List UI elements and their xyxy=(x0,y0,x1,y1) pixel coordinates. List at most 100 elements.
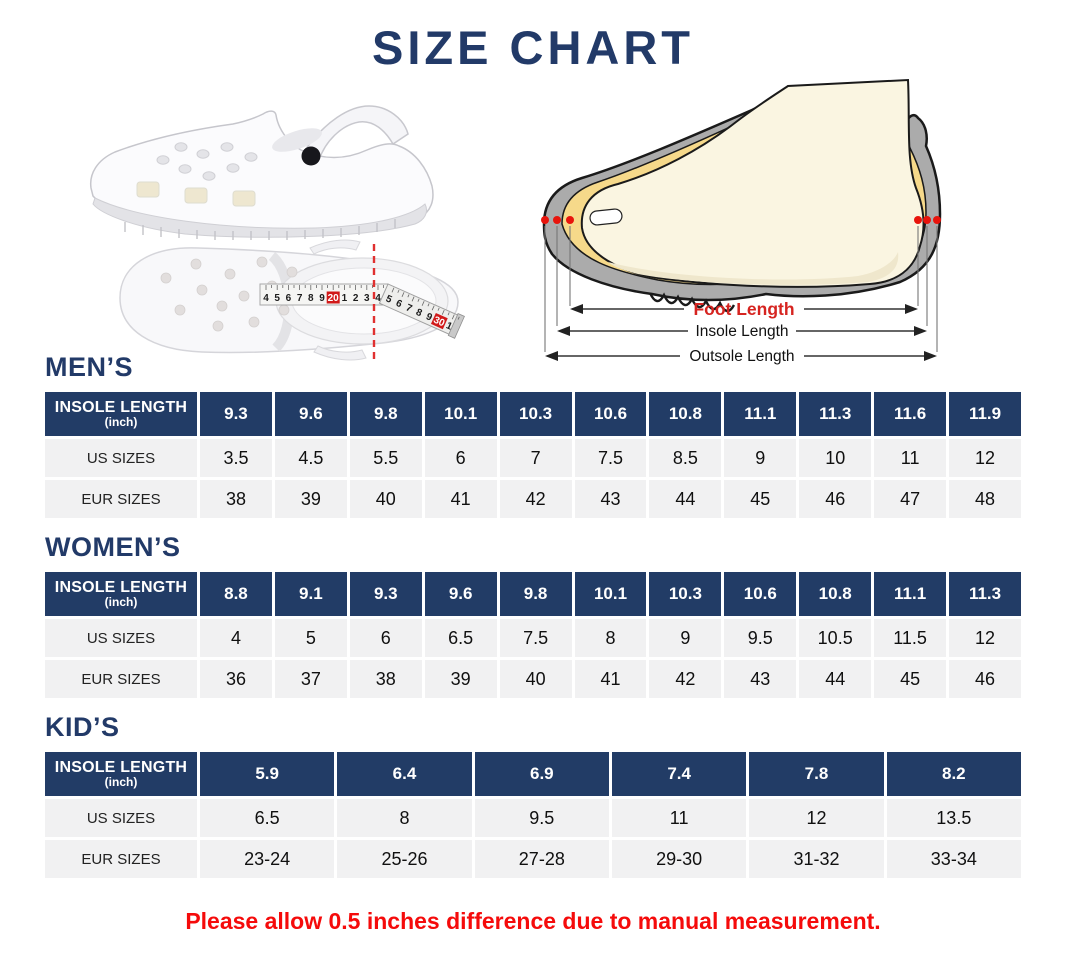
us-size-cell: 11 xyxy=(611,799,747,837)
eur-size-cell: 41 xyxy=(574,660,647,698)
tape-tick xyxy=(421,301,425,306)
eur-size-cell: 39 xyxy=(274,480,347,518)
insole-value-cell: 5.9 xyxy=(200,752,335,796)
us-size-cell: 9.5 xyxy=(474,799,609,837)
us-size-cell: 5 xyxy=(274,619,347,657)
eur-size-cell: 38 xyxy=(349,660,422,698)
mens-size-table: INSOLE LENGTH (inch) 9.3 9.6 9.8 10.1 10.3 10.6… xyxy=(42,389,1024,521)
eur-size-cell: 23-24 xyxy=(200,840,335,878)
insole-value-cell: 9.1 xyxy=(274,572,347,616)
insole-value-cell: 10.6 xyxy=(574,392,647,436)
us-size-cell: 9 xyxy=(649,619,722,657)
tape-number: 8 xyxy=(414,307,424,319)
us-size-cell: 7.5 xyxy=(574,439,647,477)
eur-sizes-row: EUR SIZES 38 39 40 41 42 43 44 45 46 47 48 xyxy=(45,480,1021,518)
us-size-cell: 9.5 xyxy=(724,619,797,657)
tape-number: 8 xyxy=(308,293,314,304)
header-label: INSOLE LENGTH xyxy=(54,579,188,596)
insole-value-cell: 9.6 xyxy=(274,392,347,436)
guide-lines xyxy=(544,226,938,352)
eur-size-cell: 31-32 xyxy=(749,840,884,878)
tape-number: 7 xyxy=(297,293,303,304)
us-size-cell: 13.5 xyxy=(886,799,1021,837)
page-title: SIZE CHART xyxy=(372,21,694,74)
sole-treads xyxy=(124,219,396,240)
eur-size-cell: 43 xyxy=(724,660,797,698)
us-size-cell: 4 xyxy=(200,619,272,657)
toenail xyxy=(589,208,623,226)
insole-value-cell: 11.1 xyxy=(724,392,797,436)
eur-size-cell: 38 xyxy=(200,480,272,518)
header-sub-label: (inch) xyxy=(104,775,138,789)
womens-size-table: INSOLE LENGTH (inch) 8.8 9.1 9.3 9.6 9.8 10.1 10… xyxy=(42,569,1024,701)
header-sub-label: (inch) xyxy=(104,595,138,609)
foot-sole-shading xyxy=(608,252,899,285)
insole-value-cell: 10.1 xyxy=(424,392,497,436)
eur-size-cell: 33-34 xyxy=(886,840,1021,878)
us-size-cell: 12 xyxy=(749,799,884,837)
kids-section-title: KID’S xyxy=(45,712,120,742)
womens-section: WOMEN’S INSOLE LENGTH (inch) 8.8 9.1 9.3 9.6 9… xyxy=(42,532,1024,701)
us-size-cell: 9 xyxy=(724,439,797,477)
tape-tick xyxy=(391,287,395,293)
eur-size-cell: 36 xyxy=(200,660,272,698)
insole-value-cell: 6.9 xyxy=(474,752,609,796)
mens-section: MEN’S INSOLE LENGTH (inch) 9.3 9.6 9.8 10.1 10… xyxy=(42,352,1024,521)
insole-length-label: Insole Length xyxy=(695,323,788,340)
tape-number: 30 xyxy=(432,315,447,330)
mens-section-title: MEN’S xyxy=(45,352,134,382)
insole-value-cell: 10.6 xyxy=(724,572,797,616)
tape-number: 9 xyxy=(424,311,434,323)
foot-length-label: Foot Length xyxy=(693,299,794,319)
collar-opening xyxy=(272,128,322,152)
insole-value-cell: 9.3 xyxy=(349,572,422,616)
eur-sizes-row: EUR SIZES 23-24 25-26 27-28 29-30 31-32 33-34 xyxy=(45,840,1021,878)
heel-strap-top-edge xyxy=(309,239,361,255)
kids-size-table: INSOLE LENGTH (inch) 5.9 6.4 6.9 7.4 7.8 8.2 US … xyxy=(42,749,1024,881)
eur-size-cell: 43 xyxy=(574,480,647,518)
strap-rivet xyxy=(301,146,321,166)
eur-size-cell: 40 xyxy=(349,480,422,518)
tape-tick xyxy=(451,314,455,320)
insole-length-header-cell: INSOLE LENGTH (inch) xyxy=(45,752,197,796)
eur-size-cell: 27-28 xyxy=(474,840,609,878)
insole-header-row: INSOLE LENGTH (inch) 5.9 6.4 6.9 7.4 7.8 8.2 xyxy=(45,752,1021,796)
insole-value-cell: 6.4 xyxy=(337,752,472,796)
us-size-cell: 6 xyxy=(424,439,497,477)
tape-number: 6 xyxy=(286,293,292,304)
outsole-length-label: Outsole Length xyxy=(689,348,794,365)
insole-value-cell: 7.4 xyxy=(611,752,747,796)
tape-red-mark xyxy=(326,291,340,304)
insole-value-cell: 10.3 xyxy=(649,572,722,616)
foot-measure-diagram: Foot Length Insole Length Outsole Length xyxy=(541,78,942,365)
header-label: INSOLE LENGTH xyxy=(54,399,188,416)
tape-number: 7 xyxy=(404,302,414,314)
eur-size-cell: 45 xyxy=(724,480,797,518)
eur-sizes-label-cell: EUR SIZES xyxy=(45,480,197,518)
measurement-disclaimer: Please allow 0.5 inches difference due t… xyxy=(185,908,881,934)
us-sizes-label-cell: US SIZES xyxy=(45,799,197,837)
us-size-cell: 10.5 xyxy=(799,619,872,657)
tape-tick xyxy=(457,316,460,320)
clog-top-holes xyxy=(160,256,298,332)
insole-value-cell: 9.8 xyxy=(499,572,572,616)
clog-side-view-image xyxy=(89,105,434,240)
insole-length-header-cell: INSOLE LENGTH (inch) xyxy=(45,392,197,436)
womens-section-title: WOMEN’S xyxy=(45,532,181,562)
us-size-cell: 10 xyxy=(799,439,872,477)
us-size-cell: 6.5 xyxy=(424,619,497,657)
insole-value-cell: 11.3 xyxy=(799,392,872,436)
us-size-cell: 3.5 xyxy=(200,439,272,477)
us-size-cell: 12 xyxy=(949,439,1021,477)
eur-sizes-label-cell: EUR SIZES xyxy=(45,660,197,698)
us-size-cell: 12 xyxy=(949,619,1021,657)
kids-section: KID’S INSOLE LENGTH (inch) 5.9 6.4 6.9 7.4 7.8… xyxy=(42,712,1024,881)
measure-dots xyxy=(541,216,941,224)
eur-size-cell: 37 xyxy=(274,660,347,698)
eur-size-cell: 48 xyxy=(949,480,1021,518)
us-size-cell: 8 xyxy=(574,619,647,657)
us-size-cell: 8 xyxy=(337,799,472,837)
us-size-cell: 6.5 xyxy=(200,799,335,837)
insole-value-cell: 10.8 xyxy=(799,572,872,616)
